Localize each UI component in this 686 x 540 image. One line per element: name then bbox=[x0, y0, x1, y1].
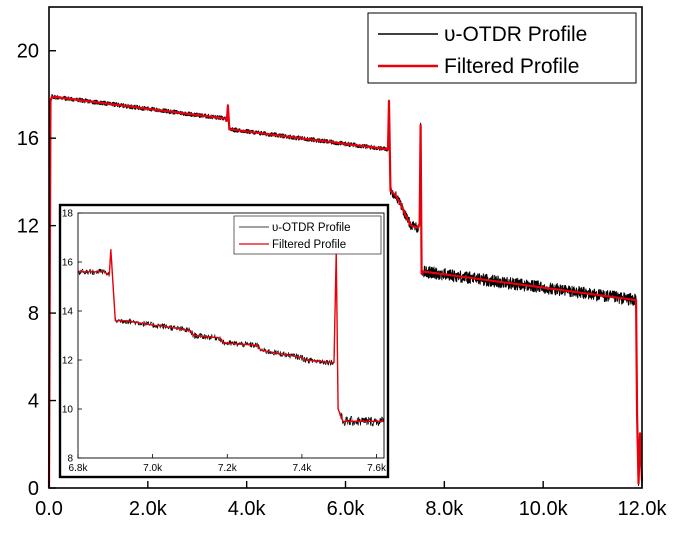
inset-x-tick-label: 7.2k bbox=[218, 463, 238, 474]
main-y-tick-label: 16 bbox=[17, 128, 39, 150]
inset-x-tick-label: 7.4k bbox=[292, 463, 312, 474]
main-y-axis: 0 4 8 12 16 20 bbox=[17, 41, 56, 500]
inset-legend-label-filtered: Filtered Profile bbox=[272, 239, 346, 251]
main-legend-label-filtered: Filtered Profile bbox=[444, 55, 579, 78]
main-x-tick-label: 6.0k bbox=[327, 498, 366, 520]
inset-x-axis: 6.8k 7.0k 7.2k 7.4k 7.6k bbox=[69, 454, 387, 474]
main-x-tick-label: 12.0k bbox=[618, 498, 668, 520]
inset-x-tick-label: 7.0k bbox=[143, 463, 163, 474]
main-legend: υ-OTDR Profile Filtered Profile bbox=[367, 12, 637, 84]
main-x-tick-label: 4.0k bbox=[228, 498, 267, 520]
inset-legend: υ-OTDR Profile Filtered Profile bbox=[233, 215, 382, 255]
inset-chart: 6.8k 7.0k 7.2k 7.4k 7.6k 8 10 12 14 16 18 υ-OTDR … bbox=[58, 203, 390, 479]
inset-legend-box bbox=[233, 215, 382, 255]
inset-y-tick-label: 12 bbox=[62, 356, 74, 367]
main-series-layer bbox=[47, 94, 644, 489]
inset-x-tick-label: 6.8k bbox=[69, 463, 89, 474]
inset-y-tick-label: 8 bbox=[67, 454, 73, 465]
main-x-tick-label: 8.0k bbox=[425, 498, 464, 520]
main-series-raw-line bbox=[48, 94, 643, 489]
main-chart: 0.0 2.0k 4.0k 6.0k 8.0k 10.0k 12.0k 048121620 … bbox=[17, 6, 667, 520]
inset-plot-frame bbox=[77, 212, 385, 459]
main-y-tick-label: 12 bbox=[17, 216, 39, 238]
main-y-tick-label: 20 bbox=[17, 41, 39, 63]
main-x-tick-label: 10.0k bbox=[519, 498, 569, 520]
inset-series-filtered-line bbox=[78, 249, 384, 422]
inset-y-tick-label: 14 bbox=[62, 307, 74, 318]
inset-y-tick-label: 18 bbox=[62, 209, 74, 220]
inset-y-tick-label: 16 bbox=[62, 258, 74, 269]
main-series-filtered-line bbox=[47, 95, 644, 489]
inset-legend-label-raw: υ-OTDR Profile bbox=[272, 222, 351, 234]
main-y-tick-label: 8 bbox=[28, 303, 39, 325]
main-legend-label-raw: υ-OTDR Profile bbox=[444, 23, 587, 46]
inset-y-axis: 8 10 12 14 16 18 bbox=[62, 209, 82, 465]
inset-y-tick-label: 10 bbox=[62, 405, 74, 416]
inset-x-tick-label: 7.6k bbox=[367, 463, 387, 474]
inset-series-layer bbox=[77, 249, 385, 427]
main-x-tick-label: 0.0 bbox=[35, 498, 63, 520]
main-x-tick-label: 2.0k bbox=[129, 498, 168, 520]
main-x-axis: 0.0 2.0k 4.0k 6.0k 8.0k 10.0k 12.0k bbox=[35, 481, 667, 520]
main-y-tick-label: 0 bbox=[28, 478, 39, 500]
main-legend-box bbox=[367, 12, 637, 84]
main-y-tick-label: 4 bbox=[28, 391, 39, 413]
